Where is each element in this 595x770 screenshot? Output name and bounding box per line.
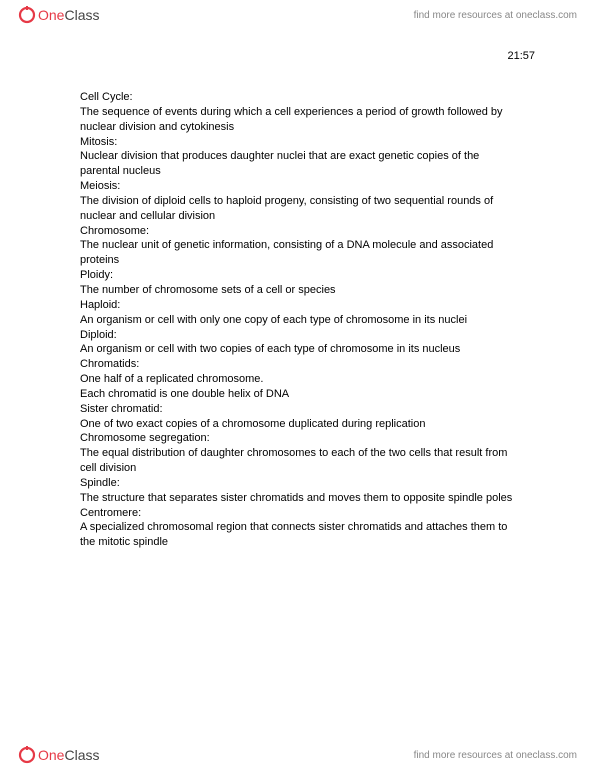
page-header: OneClass find more resources at oneclass… (0, 0, 595, 30)
document-body: Cell Cycle:The sequence of events during… (80, 90, 515, 550)
logo-text-one-footer: One (38, 747, 64, 763)
term-definition: An organism or cell with two copies of e… (80, 342, 515, 357)
term-label: Meiosis: (80, 179, 515, 194)
term-definition: The equal distribution of daughter chrom… (80, 446, 515, 476)
page-footer: OneClass find more resources at oneclass… (0, 740, 595, 770)
term-definition: The nuclear unit of genetic information,… (80, 238, 515, 268)
term-label: Centromere: (80, 506, 515, 521)
term-label: Ploidy: (80, 268, 515, 283)
timestamp: 21:57 (507, 50, 535, 62)
term-definition: Each chromatid is one double helix of DN… (80, 387, 515, 402)
brand-logo-footer: OneClass (18, 746, 99, 764)
term-label: Mitosis: (80, 135, 515, 150)
term-definition: The structure that separates sister chro… (80, 491, 515, 506)
term-label: Diploid: (80, 328, 515, 343)
header-tagline: find more resources at oneclass.com (414, 10, 577, 21)
logo-text: OneClass (38, 7, 99, 23)
term-definition: A specialized chromosomal region that co… (80, 520, 515, 550)
term-definition: Nuclear division that produces daughter … (80, 149, 515, 179)
term-label: Spindle: (80, 476, 515, 491)
term-definition: The number of chromosome sets of a cell … (80, 283, 515, 298)
term-label: Cell Cycle: (80, 90, 515, 105)
logo-text-one: One (38, 7, 64, 23)
term-definition: An organism or cell with only one copy o… (80, 313, 515, 328)
term-definition: One of two exact copies of a chromosome … (80, 417, 515, 432)
logo-text-class: Class (64, 7, 99, 23)
term-label: Chromatids: (80, 357, 515, 372)
term-label: Chromosome: (80, 224, 515, 239)
logo-text-footer: OneClass (38, 747, 99, 763)
term-definition: One half of a replicated chromosome. (80, 372, 515, 387)
term-definition: The division of diploid cells to haploid… (80, 194, 515, 224)
brand-logo: OneClass (18, 6, 99, 24)
logo-icon (18, 6, 36, 24)
term-label: Sister chromatid: (80, 402, 515, 417)
term-definition: The sequence of events during which a ce… (80, 105, 515, 135)
term-label: Haploid: (80, 298, 515, 313)
term-label: Chromosome segregation: (80, 431, 515, 446)
logo-icon (18, 746, 36, 764)
footer-tagline: find more resources at oneclass.com (414, 750, 577, 761)
logo-text-class-footer: Class (64, 747, 99, 763)
